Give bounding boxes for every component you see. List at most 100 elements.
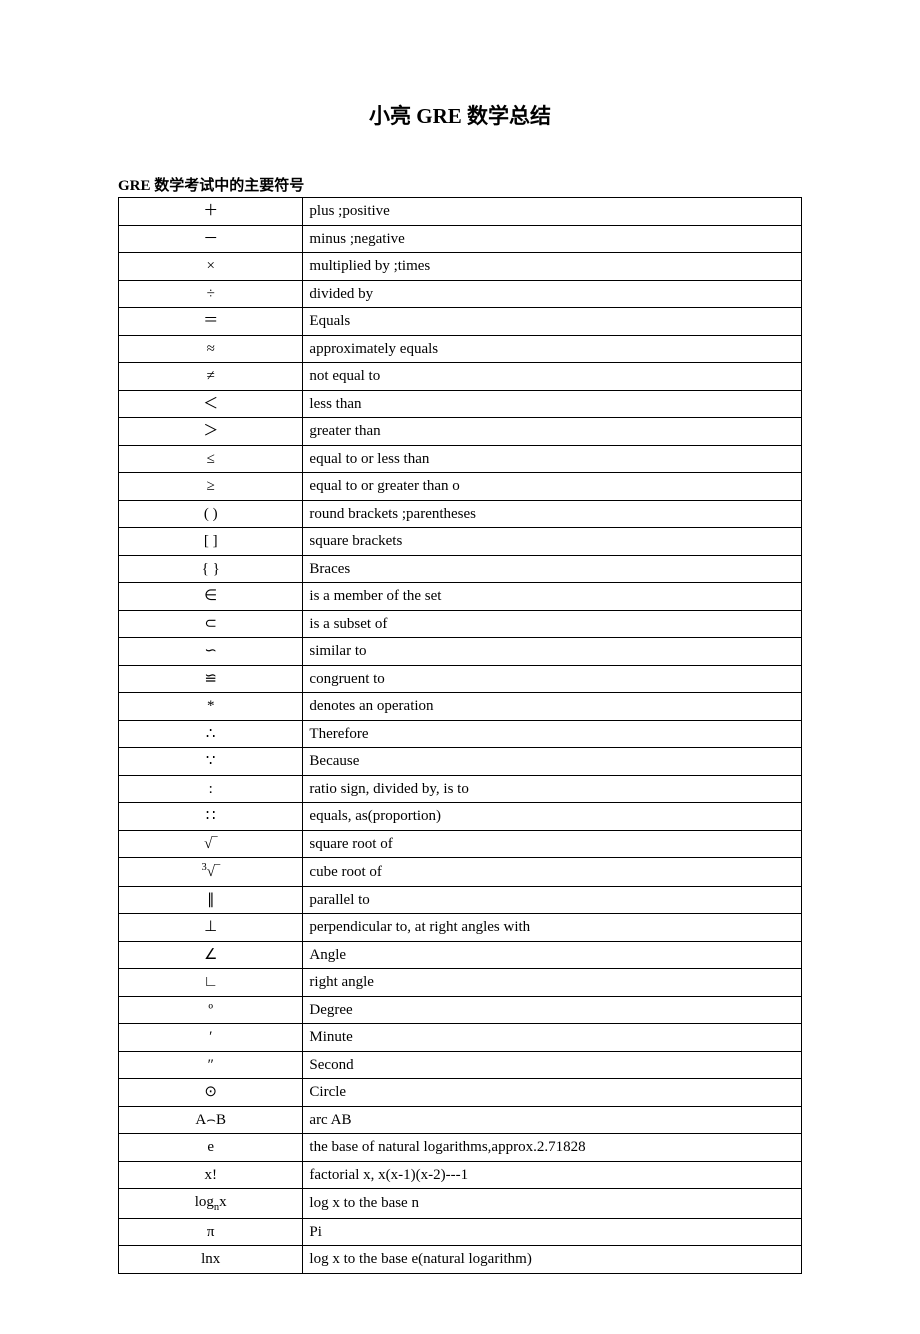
table-row: ≤equal to or less than (119, 445, 802, 473)
symbol-cell: ≥ (119, 473, 303, 501)
table-row: －minus ;negative (119, 225, 802, 253)
table-row: ≌congruent to (119, 665, 802, 693)
description-cell: Angle (303, 941, 802, 969)
table-row: πPi (119, 1218, 802, 1246)
symbol-cell: ≈ (119, 335, 303, 363)
table-row: ∥parallel to (119, 886, 802, 914)
table-row: ethe base of natural logarithms,approx.2… (119, 1134, 802, 1162)
symbol-cell: ∴ (119, 720, 303, 748)
table-row: [ ]square brackets (119, 528, 802, 556)
table-row: ∵Because (119, 748, 802, 776)
table-row: ′Minute (119, 1024, 802, 1052)
table-row: ≈approximately equals (119, 335, 802, 363)
description-cell: parallel to (303, 886, 802, 914)
table-row: { }Braces (119, 555, 802, 583)
description-cell: cube root of (303, 858, 802, 887)
symbol-cell: ⊙ (119, 1079, 303, 1107)
symbol-cell: ⊂ (119, 610, 303, 638)
symbol-cell: ∥ (119, 886, 303, 914)
symbol-cell: ∵ (119, 748, 303, 776)
table-row: ≠not equal to (119, 363, 802, 391)
symbols-table: ＋plus ;positive－minus ;negative×multipli… (118, 197, 802, 1274)
description-cell: denotes an operation (303, 693, 802, 721)
symbol-cell: ∽ (119, 638, 303, 666)
table-row: ＜less than (119, 390, 802, 418)
symbol-cell: ＜ (119, 390, 303, 418)
table-row: lognxlog x to the base n (119, 1189, 802, 1219)
description-cell: equals, as(proportion) (303, 803, 802, 831)
table-row: ＞greater than (119, 418, 802, 446)
table-row: x!factorial x, x(x-1)(x-2)---1 (119, 1161, 802, 1189)
description-cell: square root of (303, 830, 802, 858)
symbol-cell: lognx (119, 1189, 303, 1219)
symbol-cell: √‾ (119, 830, 303, 858)
symbol-cell: ≠ (119, 363, 303, 391)
description-cell: the base of natural logarithms,approx.2.… (303, 1134, 802, 1162)
description-cell: multiplied by ;times (303, 253, 802, 281)
table-row: ⊙Circle (119, 1079, 802, 1107)
symbol-cell: º (119, 996, 303, 1024)
symbol-cell: e (119, 1134, 303, 1162)
description-cell: minus ;negative (303, 225, 802, 253)
symbol-cell: [ ] (119, 528, 303, 556)
description-cell: Because (303, 748, 802, 776)
description-cell: square brackets (303, 528, 802, 556)
symbol-cell: lnx (119, 1246, 303, 1274)
table-row: ＋plus ;positive (119, 198, 802, 226)
table-row: ∷equals, as(proportion) (119, 803, 802, 831)
symbol-cell: ≤ (119, 445, 303, 473)
symbol-cell: ∟ (119, 969, 303, 997)
symbol-cell: : (119, 775, 303, 803)
symbol-cell: × (119, 253, 303, 281)
document-page: 小亮 GRE 数学总结 GRE 数学考试中的主要符号 ＋plus ;positi… (0, 0, 920, 1334)
symbol-cell: A⌢B (119, 1106, 303, 1134)
section-subtitle: GRE 数学考试中的主要符号 (118, 174, 802, 195)
symbol-cell: ＞ (119, 418, 303, 446)
description-cell: not equal to (303, 363, 802, 391)
symbol-cell: ″ (119, 1051, 303, 1079)
description-cell: log x to the base e(natural logarithm) (303, 1246, 802, 1274)
description-cell: Therefore (303, 720, 802, 748)
description-cell: Pi (303, 1218, 802, 1246)
table-row: ∴Therefore (119, 720, 802, 748)
description-cell: congruent to (303, 665, 802, 693)
table-row: ⊥perpendicular to, at right angles with (119, 914, 802, 942)
symbol-cell: ′ (119, 1024, 303, 1052)
description-cell: greater than (303, 418, 802, 446)
table-row: ºDegree (119, 996, 802, 1024)
symbol-cell: 3√‾ (119, 858, 303, 887)
description-cell: Minute (303, 1024, 802, 1052)
symbol-cell: ∠ (119, 941, 303, 969)
symbol-cell: * (119, 693, 303, 721)
table-row: √‾square root of (119, 830, 802, 858)
description-cell: divided by (303, 280, 802, 308)
symbol-cell: ⊥ (119, 914, 303, 942)
symbol-cell: ≌ (119, 665, 303, 693)
table-row: *denotes an operation (119, 693, 802, 721)
description-cell: Circle (303, 1079, 802, 1107)
description-cell: plus ;positive (303, 198, 802, 226)
symbol-cell: ∈ (119, 583, 303, 611)
description-cell: Second (303, 1051, 802, 1079)
description-cell: right angle (303, 969, 802, 997)
description-cell: Degree (303, 996, 802, 1024)
table-row: ∟right angle (119, 969, 802, 997)
description-cell: equal to or less than (303, 445, 802, 473)
description-cell: perpendicular to, at right angles with (303, 914, 802, 942)
symbol-cell: { } (119, 555, 303, 583)
symbol-cell: ÷ (119, 280, 303, 308)
table-row: 3√‾cube root of (119, 858, 802, 887)
table-row: :ratio sign, divided by, is to (119, 775, 802, 803)
table-row: ( )round brackets ;parentheses (119, 500, 802, 528)
table-row: lnxlog x to the base e(natural logarithm… (119, 1246, 802, 1274)
table-row: ∽similar to (119, 638, 802, 666)
description-cell: factorial x, x(x-1)(x-2)---1 (303, 1161, 802, 1189)
description-cell: approximately equals (303, 335, 802, 363)
symbol-cell: ＝ (119, 308, 303, 336)
description-cell: is a subset of (303, 610, 802, 638)
table-row: ″Second (119, 1051, 802, 1079)
description-cell: round brackets ;parentheses (303, 500, 802, 528)
description-cell: similar to (303, 638, 802, 666)
page-title: 小亮 GRE 数学总结 (118, 100, 802, 130)
table-row: ⊂is a subset of (119, 610, 802, 638)
